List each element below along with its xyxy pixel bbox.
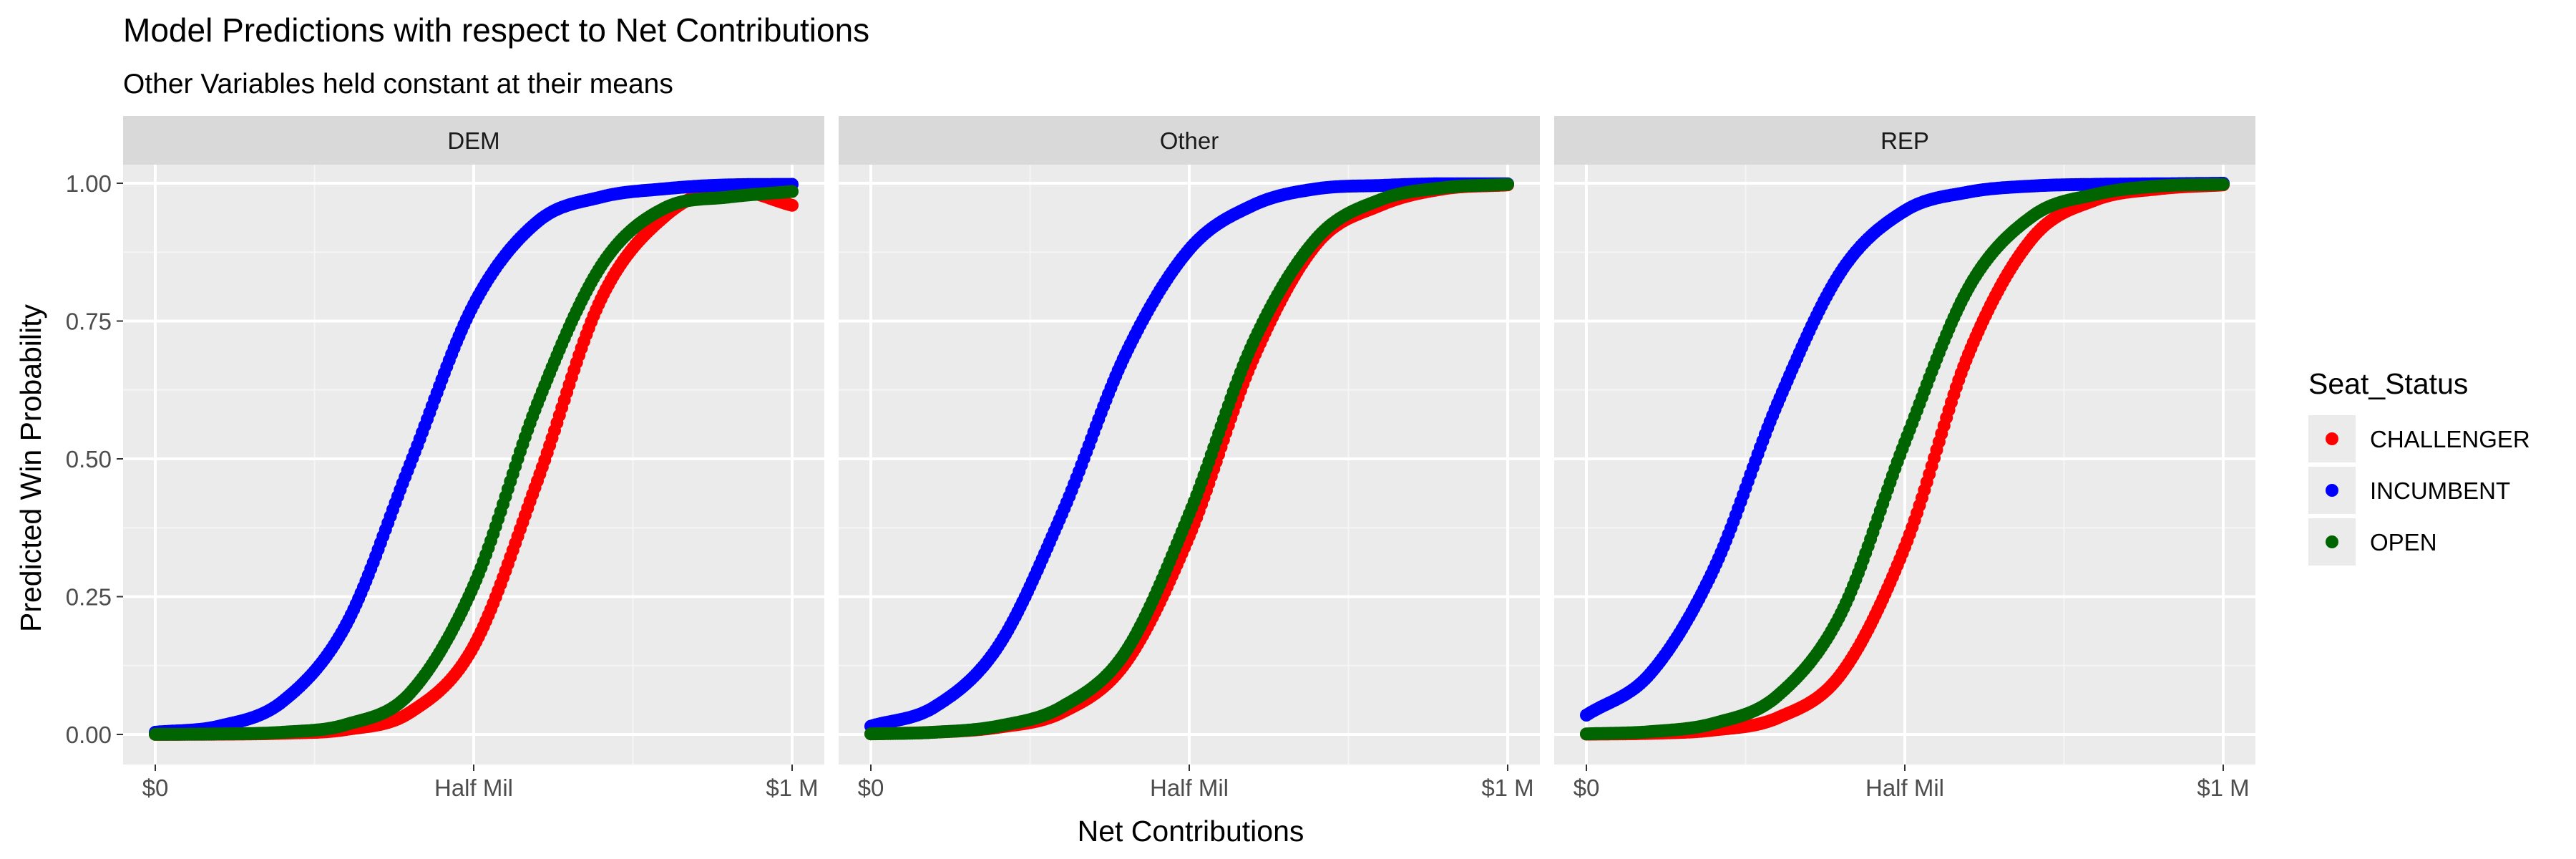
legend-items: CHALLENGER INCUMBENT OPEN	[2308, 415, 2530, 566]
y-tick-label: 0.25	[66, 584, 112, 611]
x-tick-label: $0	[142, 775, 169, 801]
series-open	[1580, 178, 2230, 741]
y-tick-label: 0.75	[66, 309, 112, 335]
x-tick-label: Half Mil	[434, 775, 513, 801]
legend: Seat_Status CHALLENGER INCUMBENT OPEN	[2308, 367, 2530, 566]
chart-subtitle: Other Variables held constant at their m…	[123, 69, 673, 100]
facet-panels: DEM $0 Half Mil $1 M 0.00 0.25 0.50 0.75 1.00 Oth…	[66, 116, 2255, 801]
legend-label: OPEN	[2370, 529, 2437, 555]
legend-item-incumbent: INCUMBENT	[2308, 467, 2510, 514]
facet-strip-label: DEM	[447, 127, 499, 154]
series-open	[149, 185, 799, 741]
legend-item-open: OPEN	[2308, 518, 2437, 566]
data-point	[786, 185, 799, 198]
facet-panel-rep: REP $0 Half Mil $1 M	[1554, 116, 2255, 801]
data-point	[2217, 178, 2230, 191]
facet-strip	[123, 116, 824, 165]
legend-title: Seat_Status	[2308, 367, 2468, 400]
x-tick-label: $1 M	[766, 775, 818, 801]
y-axis-title: Predicted Win Probability	[14, 304, 47, 632]
facet-panel-dem: DEM $0 Half Mil $1 M 0.00 0.25 0.50 0.75 1.00	[66, 116, 824, 801]
data-point	[1501, 178, 1514, 191]
facet-strip	[839, 116, 1540, 165]
x-tick-label: $1 M	[2197, 775, 2249, 801]
y-tick-label: 1.00	[66, 170, 112, 197]
facet-strip-label: REP	[1880, 127, 1929, 154]
legend-label: INCUMBENT	[2370, 477, 2510, 504]
y-tick-label: 0.50	[66, 446, 112, 472]
chart-title: Model Predictions with respect to Net Co…	[123, 11, 869, 49]
series-open	[864, 178, 1514, 741]
legend-label: CHALLENGER	[2370, 426, 2530, 452]
legend-item-challenger: CHALLENGER	[2308, 415, 2530, 462]
x-tick-label: $0	[858, 775, 884, 801]
x-tick-label: Half Mil	[1150, 775, 1229, 801]
legend-key-point	[2326, 535, 2338, 548]
x-axis-title: Net Contributions	[1078, 815, 1304, 848]
data-point	[786, 198, 799, 212]
x-tick-label: $1 M	[1481, 775, 1533, 801]
y-tick-label: 0.00	[66, 722, 112, 748]
legend-key-point	[2326, 484, 2338, 497]
facet-strip	[1554, 116, 2255, 165]
x-tick-label: $0	[1574, 775, 1600, 801]
x-tick-label: Half Mil	[1865, 775, 1944, 801]
facet-strip-label: Other	[1160, 127, 1219, 154]
legend-key-point	[2326, 432, 2338, 445]
facet-panel-other: Other $0 Half Mil $1 M	[839, 116, 1540, 801]
